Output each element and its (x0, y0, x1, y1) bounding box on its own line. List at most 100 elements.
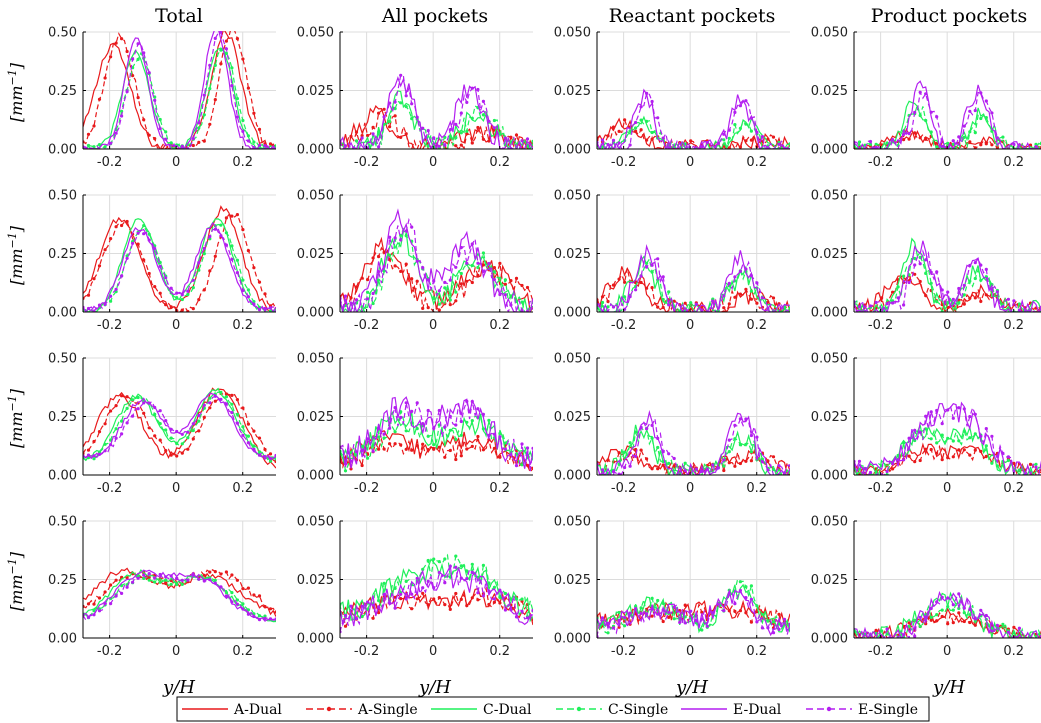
legend-label: E-Dual (733, 702, 782, 718)
data-point (421, 442, 425, 446)
data-point (169, 574, 173, 578)
data-point (399, 238, 403, 242)
data-point (984, 99, 988, 103)
data-point (219, 234, 223, 238)
data-point (639, 606, 643, 610)
data-point (432, 443, 436, 447)
data-point (661, 297, 665, 302)
y-tick-label: 0.050 (554, 189, 591, 204)
data-point (426, 558, 430, 563)
data-point (230, 84, 234, 88)
data-point (92, 145, 96, 149)
data-point (979, 263, 983, 267)
data-point (1017, 143, 1022, 147)
data-point (766, 137, 770, 141)
data-point (891, 462, 895, 466)
data-point (257, 143, 262, 147)
y-axis-label-row3: [mm−1] (6, 388, 26, 448)
data-point (650, 130, 654, 135)
data-point (689, 139, 693, 143)
data-point (623, 295, 627, 299)
data-point (142, 576, 146, 581)
data-point (465, 132, 469, 136)
data-point (175, 296, 179, 300)
data-point (147, 401, 151, 405)
data-point (733, 123, 737, 127)
x-tick-label: -0.2 (97, 481, 122, 496)
data-point (443, 581, 447, 585)
data-point (371, 616, 375, 620)
y-tick-label: 0.000 (811, 143, 848, 158)
data-point (951, 439, 955, 443)
data-point (465, 399, 469, 403)
data-point (990, 129, 994, 133)
data-point (973, 131, 977, 135)
data-point (689, 609, 693, 613)
data-point (388, 426, 392, 430)
series-group (597, 244, 790, 312)
data-point (382, 269, 386, 273)
data-point (924, 137, 928, 141)
series-line-c-dual (597, 583, 790, 634)
y-tick-label: 0.025 (554, 410, 591, 425)
data-point (470, 419, 474, 423)
data-point (885, 469, 889, 474)
data-point (711, 611, 715, 615)
data-point (224, 591, 228, 595)
data-point (634, 129, 638, 133)
data-point (907, 131, 911, 136)
data-point (263, 614, 267, 618)
data-point (349, 301, 353, 305)
data-point (92, 309, 96, 312)
data-point (722, 294, 726, 298)
data-point (360, 136, 364, 140)
data-point (650, 614, 654, 618)
data-point (399, 101, 403, 105)
data-point (343, 613, 348, 618)
data-point (235, 412, 239, 416)
data-point (86, 143, 91, 148)
data-point (443, 143, 447, 147)
data-point (984, 454, 988, 458)
data-point (120, 274, 124, 278)
data-point (235, 258, 239, 262)
data-point (656, 305, 660, 309)
data-point (426, 306, 430, 310)
x-tick-label: -0.2 (97, 155, 122, 170)
data-point (120, 394, 124, 398)
data-point (448, 607, 452, 612)
data-point (147, 271, 151, 276)
data-point (454, 565, 458, 569)
x-tick-label: 0.2 (232, 481, 253, 496)
data-point (1012, 299, 1016, 303)
data-point (274, 144, 276, 148)
data-point (749, 450, 754, 454)
data-point (705, 140, 709, 145)
data-point (366, 607, 370, 611)
data-point (951, 621, 955, 625)
data-point (935, 115, 939, 119)
x-tick-label: 0 (686, 644, 694, 659)
data-point (465, 129, 469, 133)
data-point (766, 459, 770, 463)
data-point (169, 305, 173, 309)
data-point (399, 269, 403, 273)
series-line-e-dual (340, 75, 533, 149)
data-point (611, 125, 616, 129)
legend-item-c-dual: C-Dual (431, 702, 532, 718)
data-point (606, 631, 610, 635)
series-line-c-single (340, 100, 533, 149)
data-point (863, 466, 867, 471)
data-point (487, 433, 491, 437)
data-point (788, 464, 790, 468)
data-point (257, 618, 262, 622)
data-point (639, 280, 643, 285)
data-point (656, 116, 660, 120)
data-point (382, 447, 386, 451)
data-point (246, 134, 250, 138)
data-point (382, 592, 386, 597)
data-point (360, 604, 364, 608)
data-point (600, 468, 605, 472)
data-point (514, 133, 519, 137)
series-group (854, 401, 1041, 475)
